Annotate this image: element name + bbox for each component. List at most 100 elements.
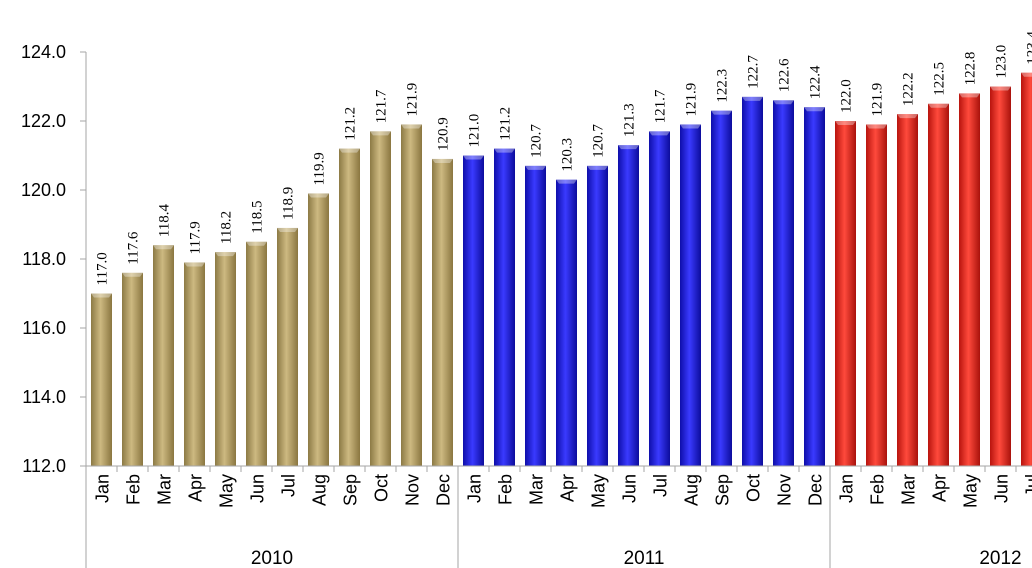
category-label: May [589,474,609,508]
bar-bevel [91,293,112,298]
data-label: 123.0 [994,45,1010,79]
data-label: 120.9 [436,117,452,151]
bar [91,293,112,466]
category-label: May [217,474,237,508]
group-label: 2010 [251,548,293,568]
bar [587,165,608,466]
data-label: 118.9 [281,187,297,220]
data-label: 121.3 [622,103,638,137]
data-label: 121.2 [343,107,359,141]
bar [1021,72,1032,466]
data-label: 122.6 [777,58,793,92]
bar [463,155,484,466]
bar-bevel [122,272,143,277]
bar [556,179,577,466]
bar-bevel [711,110,732,115]
data-label: 121.9 [405,83,421,117]
category-label: Nov [403,474,423,506]
bar-bevel [587,165,608,170]
bars: 117.0 117.6 118.4 117.9 118.2 118.5 118.9 119.9… [91,30,1032,467]
category-label: Feb [124,474,144,505]
category-label: Jun [992,474,1012,503]
data-label: 117.9 [188,221,204,254]
bar-bevel [680,124,701,129]
bar [804,107,825,466]
bar [649,131,670,466]
data-label: 121.0 [467,114,483,148]
category-label: Jun [620,474,640,503]
bar [153,245,174,466]
category-label: Aug [310,474,330,506]
category-label: Feb [868,474,888,505]
bar [215,252,236,466]
data-label: 122.8 [963,52,979,86]
category-label: Jan [93,474,113,503]
y-tick-label: 114.0 [22,387,66,407]
data-label: 119.9 [312,152,328,185]
bar [897,114,918,466]
data-label: 122.2 [901,72,917,106]
bar-bevel [773,100,794,105]
group-label: 2011 [624,548,665,568]
bar-bevel [432,158,453,163]
bar [277,227,298,466]
category-label: Jul [651,474,671,497]
data-label: 121.2 [498,107,514,141]
bar [773,100,794,467]
bar-bevel [649,131,670,136]
data-label: 122.3 [715,69,731,103]
y-tick-label: 124.0 [21,42,66,62]
category-label: May [961,474,981,508]
bar [339,148,360,466]
category-label: Jan [465,474,485,503]
data-label: 118.4 [157,204,173,238]
category-label: Apr [558,474,578,502]
y-tick-label: 116.0 [22,318,66,338]
data-label: 117.6 [126,231,142,265]
category-label: Nov [775,474,795,506]
data-label: 120.7 [591,124,607,158]
data-label: 122.7 [746,55,762,89]
bar-bevel [618,145,639,150]
category-label: Oct [372,474,392,502]
data-label: 120.7 [529,124,545,158]
y-tick-label: 112.0 [22,456,66,476]
bar [184,262,205,466]
bar [711,110,732,467]
category-label: Mar [899,474,919,505]
category-label: Aug [682,474,702,506]
bar-bevel [401,124,422,129]
category-label: Apr [930,474,950,502]
category-label: Mar [155,474,175,505]
bar-bevel [215,252,236,257]
data-label: 117.0 [95,252,111,285]
bar-bevel [339,148,360,153]
bar [866,124,887,466]
bar-bevel [556,179,577,184]
bar-bevel [525,165,546,170]
category-label: Dec [806,474,826,506]
bar-bevel [246,241,267,246]
data-label: 121.7 [653,89,669,123]
data-label: 122.0 [839,79,855,113]
category-label: Jan [837,474,857,503]
bar [835,121,856,466]
bar-bevel [463,155,484,160]
bar-bevel [835,121,856,125]
bar-bevel [370,131,391,136]
bar [990,86,1011,466]
bar-bevel [866,124,887,129]
bar [308,193,329,466]
bar-bevel [494,148,515,153]
data-label: 121.9 [870,83,886,117]
bar [246,241,267,466]
bar-bevel [990,86,1011,91]
group-label: 2012 [979,548,1021,568]
bar-bevel [742,96,763,101]
bar-bevel [308,193,329,198]
bar [928,103,949,466]
data-label: 122.4 [808,65,824,99]
bar-bevel [153,245,174,250]
bar [370,131,391,466]
